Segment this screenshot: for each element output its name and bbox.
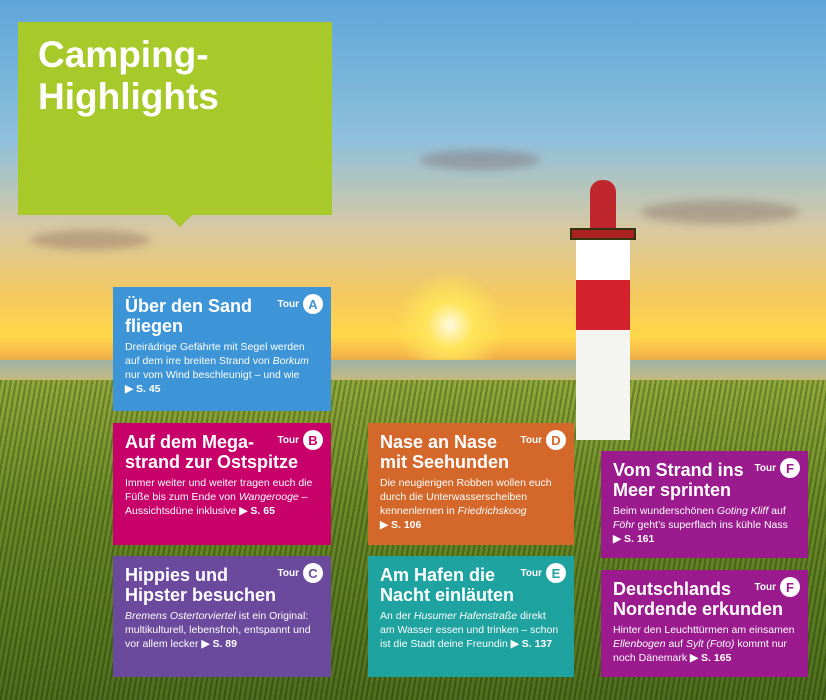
highlight-card-f: Tour F Deutschlands Nordende erkunden Hin… — [601, 570, 808, 677]
page-reference-link[interactable]: ▶ S. 45 — [125, 383, 161, 395]
description-part: Ellenbogen — [613, 638, 666, 650]
card-description: An der Husumer Hafenstraße direkt am Was… — [380, 609, 562, 651]
description-part: Friedrichskoog — [457, 505, 527, 517]
description-part: Borkum — [272, 355, 309, 367]
tour-label: Tour A — [278, 294, 323, 314]
tour-letter-badge: A — [303, 294, 323, 314]
card-title: Vom Strand ins Meer sprinten — [613, 460, 744, 500]
description-part: nur vom Wind beschleunigt – und wie — [125, 369, 300, 381]
description-part: geht’s superflach ins kühle Nass — [634, 519, 788, 531]
tour-text: Tour — [277, 298, 299, 310]
card-title: Nase an Nase mit Seehunden — [380, 432, 510, 472]
lighthouse — [570, 180, 636, 440]
tour-text: Tour — [520, 434, 542, 446]
card-title: Am Hafen die Nacht einläuten — [380, 565, 515, 605]
tour-label: Tour E — [521, 563, 566, 583]
tour-label: Tour D — [521, 430, 566, 450]
tour-letter-badge: B — [303, 430, 323, 450]
tour-text: Tour — [277, 567, 299, 579]
description-part: auf — [768, 505, 786, 517]
title-box: Camping-Highlights — [18, 22, 332, 227]
page-reference-link[interactable]: ▶ S. 165 — [690, 652, 732, 664]
description-part: ist ein Original: multikulturell, lebens… — [125, 610, 311, 650]
tour-letter-badge: C — [303, 563, 323, 583]
card-description: Dreirädrige Gefährte mit Segel werden au… — [125, 340, 319, 396]
description-part: Bremens Ostertorviertel — [125, 610, 236, 622]
tour-label: Tour F — [755, 458, 800, 478]
description-part: kommt nur noch Dänemark — [613, 638, 787, 664]
description-part: Immer weiter und weiter tragen euch die … — [125, 477, 313, 503]
highlight-card-f: Tour F Vom Strand ins Meer sprinten Beim … — [601, 451, 808, 558]
tour-letter-badge: F — [780, 458, 800, 478]
description-part: Hinter den Leuchttürmen am einsamen — [613, 624, 795, 636]
tour-label: Tour F — [755, 577, 800, 597]
tour-letter-badge: F — [780, 577, 800, 597]
tour-text: Tour — [520, 567, 542, 579]
card-description: Die neugierigen Robben wollen euch durch… — [380, 476, 562, 532]
highlight-card-c: Tour C Hippies und Hipster besuchen Breme… — [113, 556, 331, 677]
description-part: – Aussichtsdüne inklusive — [125, 491, 308, 517]
description-part: Husumer Hafenstraße — [413, 610, 518, 622]
tour-letter-badge: E — [546, 563, 566, 583]
card-title: Deutschlands Nordende erkunden — [613, 579, 784, 619]
description-part: direkt am Wasser essen und trinken – sch… — [380, 610, 559, 650]
card-description: Hinter den Leuchttürmen am einsamen Elle… — [613, 623, 796, 665]
tour-letter-badge: D — [546, 430, 566, 450]
highlight-card-e: Tour E Am Hafen die Nacht einläuten An de… — [368, 556, 574, 677]
description-part: Sylt (Foto) — [685, 638, 735, 650]
card-description: Bremens Ostertorviertel ist ein Original… — [125, 609, 319, 651]
card-title: Hippies und Hipster besuchen — [125, 565, 277, 605]
page-reference-link[interactable]: ▶ S. 161 — [613, 533, 655, 545]
page-reference-link[interactable]: ▶ S. 106 — [380, 519, 422, 531]
description-part: Föhr — [613, 519, 635, 531]
description-part: Die neugierigen Robben wollen euch durch… — [380, 477, 552, 517]
description-part: Dreirädrige Gefährte mit Segel werden au… — [125, 341, 305, 367]
tour-text: Tour — [277, 434, 299, 446]
page-title: Camping-Highlights — [38, 34, 219, 117]
highlight-card-b: Tour B Auf dem Mega­strand zur Ostspitze … — [113, 423, 331, 545]
description-part: An der — [380, 610, 414, 622]
card-description: Immer weiter und weiter tragen euch die … — [125, 476, 319, 518]
description-part: Beim wunderschönen — [613, 505, 717, 517]
description-part: Wanger­ooge — [238, 491, 299, 503]
tour-label: Tour C — [278, 563, 323, 583]
highlight-card-a: Tour A Über den Sand fliegen Dreirädrige … — [113, 287, 331, 411]
card-title: Auf dem Mega­strand zur Ostspitze — [125, 432, 299, 472]
card-description: Beim wunderschönen Goting Kliff auf Föhr… — [613, 504, 796, 546]
highlight-card-d: Tour D Nase an Nase mit Seehunden Die neu… — [368, 423, 574, 545]
tour-text: Tour — [754, 581, 776, 593]
page-reference-link[interactable]: ▶ S. 89 — [201, 638, 237, 650]
tour-label: Tour B — [278, 430, 323, 450]
card-title: Über den Sand fliegen — [125, 296, 253, 336]
description-part: auf — [665, 638, 686, 650]
tour-text: Tour — [754, 462, 776, 474]
description-part: Goting Kliff — [716, 505, 769, 517]
page-reference-link[interactable]: ▶ S. 137 — [510, 638, 553, 650]
page-reference-link[interactable]: ▶ S. 65 — [239, 505, 275, 517]
